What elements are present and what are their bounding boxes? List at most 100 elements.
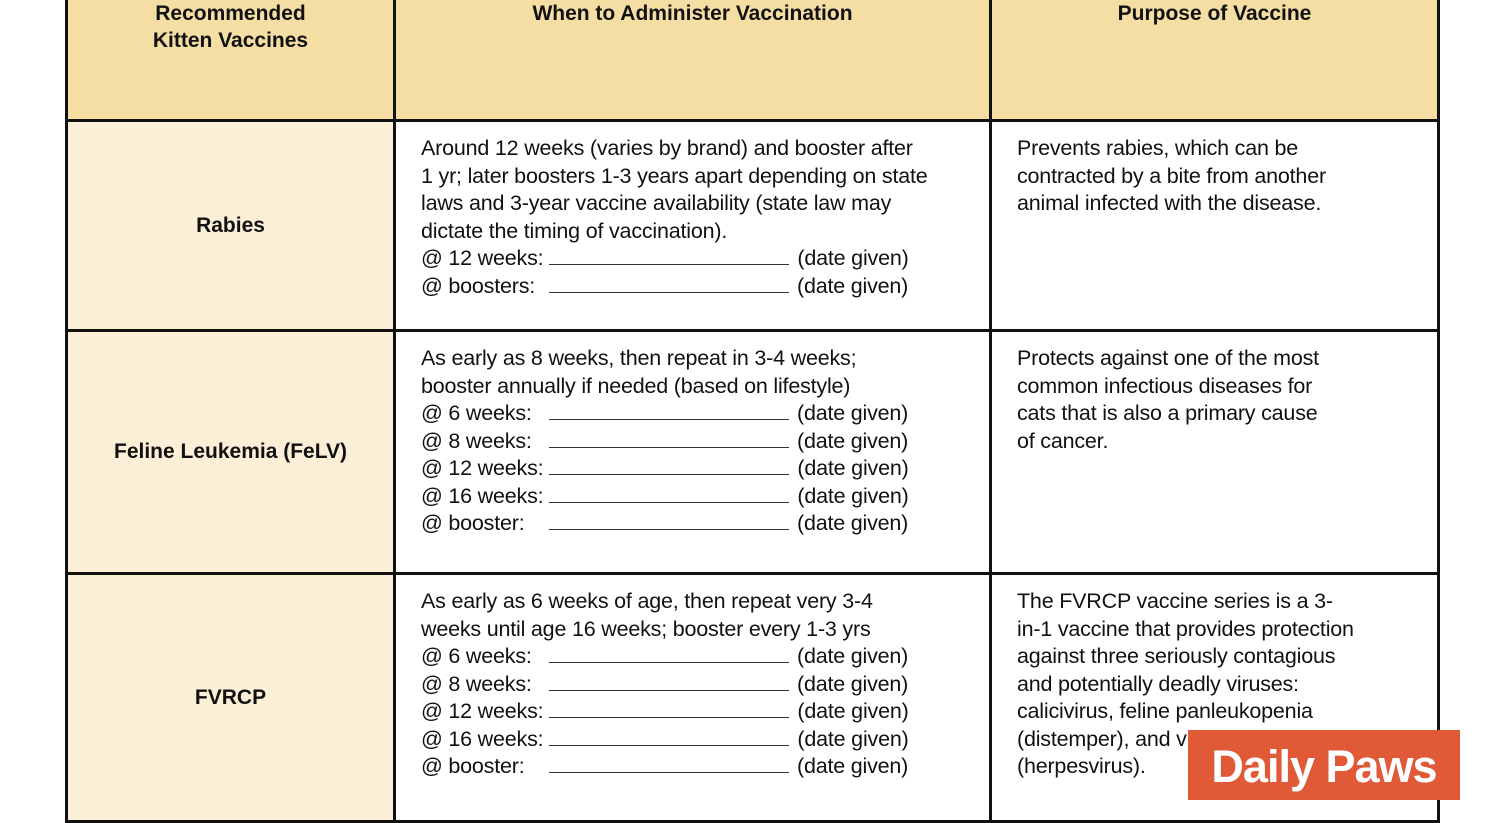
when-text: Around 12 weeks (varies by brand) and bo… <box>421 136 913 160</box>
dose-line: @ 8 weeks: (date given) <box>421 671 979 699</box>
dose-suffix: (date given) <box>797 726 909 751</box>
purpose-text: Prevents rabies, which can be <box>1017 136 1299 160</box>
date-blank[interactable] <box>549 456 790 475</box>
dose-label: @ 12 weeks: <box>421 699 544 723</box>
date-blank[interactable] <box>549 672 789 691</box>
purpose-text: animal infected with the disease. <box>1017 191 1322 215</box>
when-text-line: dictate the timing of vaccination). <box>421 218 979 246</box>
purpose-text-line: Protects against one of the most <box>1017 345 1427 373</box>
header-when: When to Administer Vaccination <box>393 0 992 122</box>
dose-line: @ 12 weeks: (date given) <box>421 245 979 273</box>
dose-line: @ 16 weeks: (date given) <box>421 483 979 511</box>
date-blank[interactable] <box>549 401 789 420</box>
date-blank[interactable] <box>549 484 790 503</box>
purpose-text: Protects against one of the most <box>1017 346 1319 370</box>
purpose-text-line: contracted by a bite from another <box>1017 163 1427 191</box>
purpose-text-line: calicivirus, feline panleukopenia <box>1017 698 1427 726</box>
dose-label: @ 16 weeks: <box>421 483 544 508</box>
purpose-text: calicivirus, feline panleukopenia <box>1017 699 1313 723</box>
purpose-text: in-1 vaccine that provides protection <box>1017 616 1354 641</box>
purpose-text-line: The FVRCP vaccine series is a 3- <box>1017 588 1427 616</box>
purpose-cell: Prevents rabies, which can be contracted … <box>989 119 1440 332</box>
date-blank[interactable] <box>549 246 790 265</box>
header-vaccines: Recommended Kitten Vaccines <box>65 0 396 122</box>
dose-line: @ 16 weeks: (date given) <box>421 726 979 754</box>
dose-suffix: (date given) <box>797 699 909 723</box>
purpose-text: The FVRCP vaccine series is a 3- <box>1017 589 1333 613</box>
purpose-text-line: Prevents rabies, which can be <box>1017 135 1427 163</box>
purpose-text-line: in-1 vaccine that provides protection <box>1017 616 1427 644</box>
purpose-text-line: and potentially deadly viruses: <box>1017 671 1427 699</box>
dose-label: @ 12 weeks: <box>421 456 544 480</box>
dose-suffix: (date given) <box>797 754 909 778</box>
table-row: Rabies Around 12 weeks (varies by brand) … <box>65 119 1440 332</box>
vaccine-name: Rabies <box>65 119 396 332</box>
date-blank[interactable] <box>549 429 789 448</box>
vaccine-table: Recommended Kitten Vaccines When to Admi… <box>65 0 1440 823</box>
dose-line: @ 8 weeks: (date given) <box>421 428 979 456</box>
purpose-text: cats that is also a primary cause <box>1017 401 1318 425</box>
dose-suffix: (date given) <box>797 671 909 696</box>
date-blank[interactable] <box>549 274 789 293</box>
dose-label: @ booster: <box>421 754 525 778</box>
dose-line: @ 6 weeks: (date given) <box>421 643 979 671</box>
when-text-line: laws and 3-year vaccine availability (st… <box>421 190 979 218</box>
dose-label: @ 8 weeks: <box>421 428 532 453</box>
when-text: weeks until age 16 weeks; booster every … <box>421 616 871 641</box>
date-blank[interactable] <box>549 754 789 773</box>
dose-suffix: (date given) <box>797 483 909 508</box>
purpose-text: common infectious diseases for <box>1017 373 1313 398</box>
date-blank[interactable] <box>549 727 790 746</box>
purpose-text: and potentially deadly viruses: <box>1017 671 1299 696</box>
dose-label: @ 6 weeks: <box>421 644 532 668</box>
dose-suffix: (date given) <box>797 644 909 668</box>
purpose-text-line: common infectious diseases for <box>1017 373 1427 401</box>
date-blank[interactable] <box>549 699 790 718</box>
purpose-text: (herpesvirus). <box>1017 754 1146 778</box>
purpose-text-line: against three seriously contagious <box>1017 643 1427 671</box>
when-cell: Around 12 weeks (varies by brand) and bo… <box>393 119 992 332</box>
dose-suffix: (date given) <box>797 511 909 535</box>
dose-line: @ booster: (date given) <box>421 510 979 538</box>
date-blank[interactable] <box>549 644 789 663</box>
when-text: laws and 3-year vaccine availability (st… <box>421 191 892 215</box>
dose-suffix: (date given) <box>797 273 909 298</box>
header-purpose: Purpose of Vaccine <box>989 0 1440 122</box>
date-blank[interactable] <box>549 511 789 530</box>
dose-suffix: (date given) <box>797 428 909 453</box>
table-row: Feline Leukemia (FeLV) As early as 8 week… <box>65 329 1440 575</box>
purpose-text: of cancer. <box>1017 428 1109 453</box>
table-row: FVRCP As early as 6 weeks of age, then re… <box>65 572 1440 823</box>
header-row: Recommended Kitten Vaccines When to Admi… <box>65 0 1440 122</box>
dose-label: @ booster: <box>421 511 525 535</box>
when-text-line: As early as 8 weeks, then repeat in 3-4 … <box>421 345 979 373</box>
dose-line: @ 12 weeks: (date given) <box>421 455 979 483</box>
when-cell: As early as 8 weeks, then repeat in 3-4 … <box>393 329 992 575</box>
dose-line: @ 6 weeks: (date given) <box>421 400 979 428</box>
daily-paws-logo: Daily Paws <box>1188 730 1460 800</box>
when-text-line: As early as 6 weeks of age, then repeat … <box>421 588 979 616</box>
when-text: As early as 6 weeks of age, then repeat … <box>421 589 873 613</box>
when-text: booster annually if needed (based on lif… <box>421 373 851 398</box>
dose-label: @ 8 weeks: <box>421 671 532 696</box>
purpose-text-line: (herpesvirus). <box>1017 753 1427 781</box>
dose-label: @ 16 weeks: <box>421 726 544 751</box>
vaccine-name: FVRCP <box>65 572 396 823</box>
purpose-text: against three seriously contagious <box>1017 644 1336 668</box>
when-text: 1 yr; later boosters 1-3 years apart dep… <box>421 163 928 188</box>
when-text-line: Around 12 weeks (varies by brand) and bo… <box>421 135 979 163</box>
dose-line: @ booster: (date given) <box>421 753 979 781</box>
vaccine-name: Feline Leukemia (FeLV) <box>65 329 396 575</box>
purpose-cell: Protects against one of the most common i… <box>989 329 1440 575</box>
dose-suffix: (date given) <box>797 456 909 480</box>
when-text-line: weeks until age 16 weeks; booster every … <box>421 616 979 644</box>
dose-label: @ boosters: <box>421 273 536 298</box>
when-text: dictate the timing of vaccination). <box>421 218 728 243</box>
purpose-text-line: of cancer. <box>1017 428 1427 456</box>
when-text-line: booster annually if needed (based on lif… <box>421 373 979 401</box>
purpose-text-line: animal infected with the disease. <box>1017 190 1427 218</box>
dose-line: @ boosters: (date given) <box>421 273 979 301</box>
when-cell: As early as 6 weeks of age, then repeat … <box>393 572 992 823</box>
dose-suffix: (date given) <box>797 401 909 425</box>
dose-line: @ 12 weeks: (date given) <box>421 698 979 726</box>
